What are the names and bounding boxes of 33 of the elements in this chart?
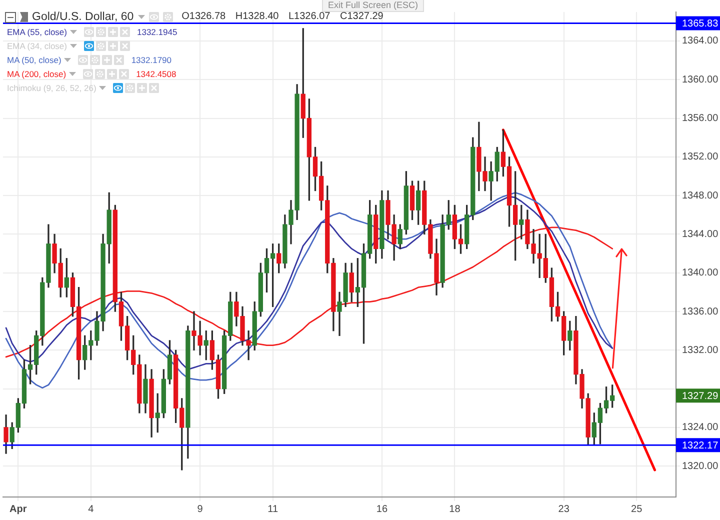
y-tick-label: 1352.00: [682, 152, 719, 163]
legend-label: EMA (34, close): [7, 40, 67, 52]
chart-subtitle: O1326.78 H1328.40 L1326.07 C1327.29: [182, 10, 384, 24]
x-tick-label: 4: [88, 504, 94, 515]
y-tick-label: 1364.00: [682, 36, 719, 47]
y-tick-label: 1356.00: [682, 113, 719, 124]
x-tick-label: 18: [449, 504, 461, 515]
y-tick-label: 1344.00: [682, 228, 719, 240]
x-tick-label: 16: [376, 504, 388, 515]
ref-line-label: 1322.17: [682, 440, 719, 452]
text: MA (200, close): [7, 68, 66, 80]
ref-line-label: 1365.83: [682, 18, 719, 30]
annotation: 1342.4508: [136, 68, 176, 80]
y-tick-label: 1360.00: [682, 74, 719, 86]
x-tick-label: Apr: [10, 504, 27, 515]
y-tick-label: 1348.00: [682, 190, 719, 202]
annotation: 1332.1790: [131, 54, 172, 66]
y-tick-label: 1336.00: [682, 306, 719, 318]
exit-fullscreen-button: Exit Full Screen (ESC): [322, 0, 424, 12]
chart-title: Gold/U.S. Dollar, 60: [32, 10, 134, 24]
y-tick-label: 1320.00: [682, 460, 719, 472]
x-tick-label: 23: [558, 504, 570, 515]
text: EMA (55, close): [7, 26, 67, 38]
y-tick-label: 1324.00: [682, 422, 719, 434]
legend-label: Ichimoku (9, 26, 52, 26): [7, 82, 96, 94]
text: 1327.29: [682, 390, 718, 402]
x-tick-label: 9: [197, 504, 204, 515]
x-tick-label: 25: [631, 504, 643, 515]
annotation: 1332.1945: [137, 26, 178, 38]
y-tick-label: 1332.00: [682, 344, 719, 356]
text: MA (50, close): [7, 54, 62, 66]
x-tick-label: 11: [268, 504, 278, 515]
y-tick-label: 1340.00: [682, 268, 719, 279]
